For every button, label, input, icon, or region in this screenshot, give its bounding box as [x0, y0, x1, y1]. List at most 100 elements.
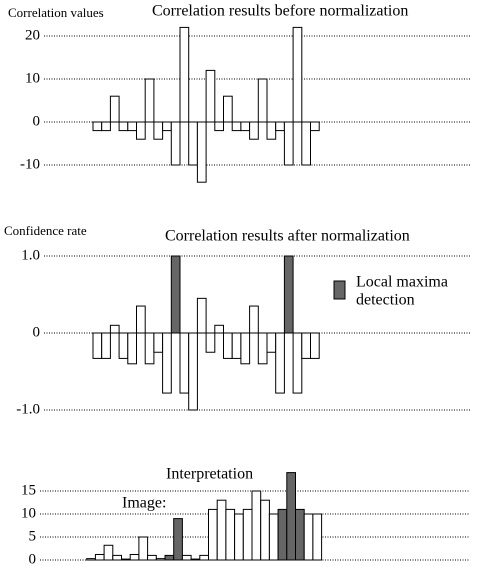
bar	[188, 332, 198, 411]
legend-label: detection	[356, 292, 415, 309]
chart-title: Correlation results after normalization	[165, 228, 410, 245]
bar	[112, 554, 123, 561]
bar	[214, 324, 225, 334]
bar	[136, 121, 146, 140]
y-axis-label: Correlation values	[8, 5, 104, 20]
bar	[144, 78, 155, 123]
bar	[266, 121, 277, 140]
bar	[312, 513, 323, 561]
bar	[103, 544, 114, 561]
bar	[138, 536, 149, 561]
bar	[283, 121, 294, 166]
bar	[127, 121, 138, 132]
bar	[292, 26, 303, 123]
bar	[205, 332, 216, 353]
bar	[231, 332, 242, 359]
bar	[173, 518, 183, 561]
annotation: Image:	[122, 495, 166, 512]
chart-title: Correlation results before normalization	[152, 3, 408, 20]
bar	[190, 558, 201, 561]
bar	[144, 332, 155, 365]
bar	[214, 121, 225, 132]
bar	[301, 121, 311, 166]
bar	[257, 332, 268, 365]
bar	[286, 472, 296, 561]
bar	[118, 332, 129, 359]
y-tick-label: -10	[20, 156, 40, 172]
bar	[129, 553, 140, 561]
bar	[277, 508, 288, 561]
bar	[249, 121, 259, 140]
bar	[266, 332, 277, 353]
y-tick-label: 0	[29, 551, 37, 567]
bar	[303, 513, 314, 561]
bar	[260, 499, 270, 561]
bar	[118, 121, 129, 132]
chart-title: Interpretation	[166, 466, 253, 483]
bar	[101, 332, 111, 359]
bar	[170, 121, 181, 166]
bar	[109, 324, 120, 334]
bar	[179, 26, 190, 123]
y-tick-label: 15	[21, 482, 36, 498]
bar	[199, 554, 210, 561]
y-tick-label: 20	[25, 27, 40, 43]
bar	[196, 121, 207, 183]
bar	[223, 332, 233, 359]
bar	[292, 332, 303, 394]
bar	[155, 558, 166, 561]
bar	[275, 121, 285, 132]
bar	[249, 305, 259, 334]
bar	[310, 121, 320, 132]
y-axis-label: Confidence rate	[4, 223, 87, 238]
y-tick-label: -1.0	[16, 401, 40, 417]
bar	[147, 554, 157, 561]
y-tick-label: 5	[29, 528, 37, 544]
bar	[234, 513, 244, 561]
bar	[196, 297, 207, 334]
bar	[92, 121, 103, 132]
bar	[170, 255, 181, 334]
y-tick-label: 0	[33, 113, 41, 129]
y-tick-label: 0	[33, 324, 41, 340]
bar	[208, 508, 218, 561]
bar	[164, 554, 175, 561]
bar	[136, 305, 146, 334]
bar	[181, 554, 192, 561]
bar	[295, 508, 305, 561]
bar	[231, 121, 242, 132]
y-tick-label: 10	[25, 70, 40, 86]
bar	[162, 332, 172, 394]
bar	[94, 553, 105, 561]
bar	[121, 558, 131, 561]
bar	[225, 508, 236, 561]
bar	[268, 513, 279, 561]
bar	[205, 69, 216, 123]
bar	[275, 332, 285, 394]
bar	[86, 558, 96, 561]
y-tick-label: 1.0	[21, 247, 40, 263]
bar	[92, 332, 103, 359]
bar	[310, 332, 320, 359]
bar	[242, 508, 253, 561]
bar	[240, 332, 251, 365]
legend-label: Local maxima	[356, 274, 448, 291]
bar	[153, 121, 164, 140]
bar	[179, 332, 190, 394]
bar	[251, 490, 262, 561]
bar	[283, 255, 294, 334]
bar	[216, 499, 227, 561]
bar	[188, 121, 198, 166]
bar	[240, 121, 251, 132]
bar	[301, 332, 311, 359]
bar	[257, 78, 268, 123]
bar	[162, 121, 172, 132]
bar	[127, 332, 138, 365]
legend-swatch	[333, 280, 346, 300]
bar	[109, 95, 120, 123]
bar	[153, 332, 164, 353]
y-tick-label: 10	[21, 505, 36, 521]
bar	[223, 95, 233, 123]
bar	[101, 121, 111, 132]
